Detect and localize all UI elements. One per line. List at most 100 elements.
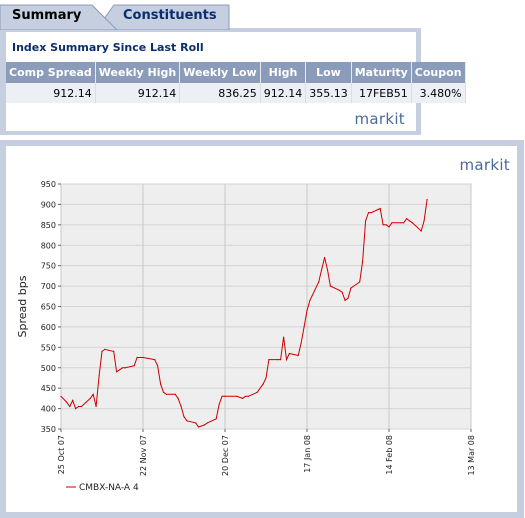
y-axis-title: Spread bps [16, 275, 29, 337]
x-tick-label: 13 Mar 08 [467, 435, 476, 476]
data-point [324, 256, 326, 259]
col-header: Low [305, 62, 352, 83]
tab-summary-shape [0, 4, 118, 30]
y-tick-label: 750 [41, 262, 56, 271]
data-point [359, 281, 361, 283]
data-point [406, 218, 408, 220]
data-point [303, 326, 305, 328]
data-point [195, 422, 197, 424]
data-point [420, 230, 422, 232]
table-cell: 912.14 [260, 83, 307, 103]
tab-constituents-label: Constituents [123, 8, 217, 23]
y-tick-label: 850 [41, 221, 56, 230]
col-header: Maturity [351, 62, 412, 83]
data-point [423, 220, 425, 222]
y-tick-label: 650 [41, 303, 56, 312]
summary-table: Comp Spread Weekly High Weekly Low High … [6, 62, 466, 103]
data-point [221, 395, 223, 397]
chart-box: markit 350 400 450 500 550 600 650 700 750 800 850… [6, 146, 517, 512]
data-point [72, 399, 74, 401]
data-point [119, 369, 121, 371]
data-point [288, 352, 290, 355]
data-point [277, 359, 279, 361]
col-header: Weekly High [95, 62, 181, 83]
table-cell: 836.25 [179, 83, 261, 103]
data-point [385, 224, 387, 226]
data-point [78, 405, 80, 408]
col-header: High [260, 62, 307, 83]
tab-summary[interactable]: Summary [0, 4, 118, 30]
x-tick-label: 22 Nov 07 [139, 435, 148, 476]
table-cell: 3.480% [411, 83, 466, 103]
data-point [104, 348, 106, 350]
data-point [400, 222, 402, 224]
data-point [101, 350, 103, 352]
data-point [367, 212, 370, 214]
col-header: Comp Spread [6, 62, 96, 83]
data-point [198, 426, 200, 428]
data-point [306, 310, 308, 312]
y-tick-label: 600 [41, 323, 56, 332]
data-point [133, 365, 135, 367]
data-point [350, 287, 352, 289]
summary-panel: Index Summary Since Last Roll Comp Sprea… [0, 28, 466, 135]
y-tick-label: 450 [41, 384, 56, 393]
data-point [297, 354, 299, 357]
data-point [124, 367, 126, 369]
data-point [183, 416, 185, 418]
summary-box: Index Summary Since Last Roll Comp Sprea… [6, 32, 466, 131]
x-tick-label: 25 Oct 07 [57, 435, 66, 474]
table-cell: 355.13 [305, 83, 352, 103]
data-point [224, 395, 226, 397]
data-point [256, 391, 258, 393]
data-point [326, 269, 329, 271]
y-tick-label: 500 [41, 364, 56, 373]
data-point [116, 371, 118, 373]
data-point [66, 401, 68, 404]
data-point [268, 359, 270, 361]
data-point [379, 207, 381, 210]
markit-logo: markit [354, 110, 405, 128]
data-point [215, 418, 217, 420]
data-point [341, 291, 343, 293]
data-point [165, 393, 167, 395]
col-header: Weekly Low [179, 62, 261, 83]
col-header: Coupon [411, 62, 466, 83]
data-point [403, 222, 405, 224]
data-point [309, 299, 311, 301]
data-point [365, 220, 367, 222]
y-tick-label: 800 [41, 241, 56, 250]
data-point [408, 220, 411, 222]
data-point [186, 420, 188, 422]
data-point [160, 383, 162, 385]
data-point [426, 198, 428, 201]
data-point [98, 375, 100, 377]
data-point [206, 422, 208, 424]
data-point [136, 356, 138, 359]
data-point [154, 359, 156, 361]
table-row: 912.14 912.14 836.25 912.14 355.13 17FEB… [6, 83, 466, 103]
data-point [411, 222, 413, 224]
tab-summary-label: Summary [12, 8, 82, 23]
data-point [388, 226, 390, 228]
data-point [262, 383, 264, 385]
data-point [162, 391, 165, 393]
tab-constituents[interactable]: Constituents [96, 4, 230, 30]
data-point [318, 281, 320, 283]
data-point [92, 393, 94, 395]
data-point [344, 299, 346, 301]
chart-panel: markit 350 400 450 500 550 600 650 700 750 800 850… [0, 140, 524, 518]
data-point [283, 336, 285, 338]
legend-label: CMBX-NA-A 4 [79, 483, 139, 493]
spread-chart: 350 400 450 500 550 600 650 700 750 800 850 900 950 2… [16, 180, 476, 493]
y-tick-label: 950 [41, 180, 56, 189]
table-cell: 912.14 [6, 83, 96, 103]
data-point [157, 365, 159, 367]
summary-title: Index Summary Since Last Roll [12, 41, 204, 54]
data-point [285, 359, 288, 361]
data-point [382, 224, 384, 226]
x-tick-label: 20 Dec 07 [221, 435, 230, 476]
data-point [95, 405, 97, 408]
data-point [244, 395, 247, 397]
data-point [180, 405, 182, 408]
